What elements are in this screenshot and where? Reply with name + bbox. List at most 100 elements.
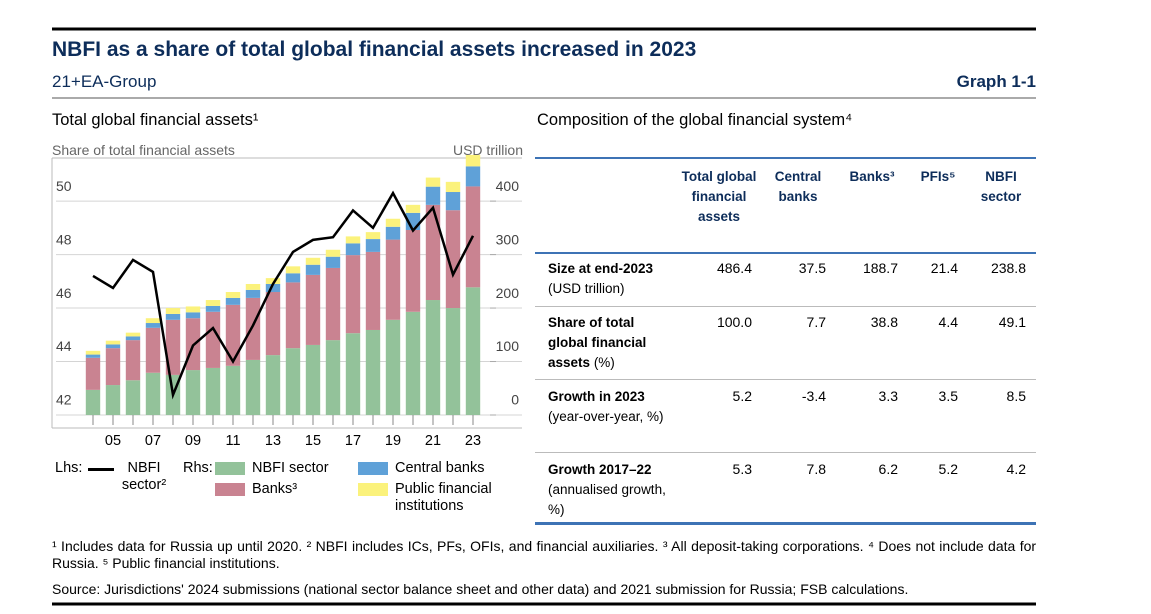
legend-label: NBFI sector [252,460,329,476]
row-label: Growth in 2023 (year-over-year, %) [548,387,668,427]
row-label-unit: (%) [593,355,615,370]
legend-swatch [358,462,388,475]
footnote: ² NBFI includes ICs, PFs, OFIs, and fina… [306,538,659,554]
y2-tick-label: 300 [496,231,520,247]
legend-swatch [215,483,245,496]
bar [365,232,381,240]
bar [265,283,281,293]
bar [225,365,241,415]
bar [105,344,121,349]
y2-tick-label: 400 [496,178,520,194]
row-label-unit: (annualised growth, %) [548,482,666,517]
table-rule [535,306,1036,307]
y2-tick-label: 200 [496,285,520,301]
bar [425,300,441,415]
column-header: Banks³ [849,169,895,184]
y2-axis-label: USD trillion [452,142,523,158]
legend-swatch [88,468,114,471]
bar [325,249,341,257]
bar [405,311,421,415]
cell-value: 188.7 [862,260,898,276]
x-tick-label: 19 [385,433,401,449]
cell-value: 100.0 [716,314,752,330]
bar [305,264,321,275]
bar [205,300,221,306]
cell-value: 4.4 [938,314,958,330]
y-tick-label: 48 [56,231,72,247]
bar [245,283,261,290]
bar [285,282,301,349]
bar [465,166,481,187]
bar [165,313,181,320]
legend-label: Rhs: [183,460,213,476]
bar [125,336,141,341]
row-label: Growth 2017–22 (annualised growth, %) [548,460,668,520]
subtitle: 21+EA-Group [52,72,157,91]
bar [325,340,341,415]
row-label-title: Share of total global financial assets [548,315,647,370]
cell-value: 21.4 [930,260,958,276]
bar [265,278,281,284]
bar [325,267,341,341]
table-rule [535,379,1036,380]
line [92,190,475,400]
bar [345,333,361,415]
bar [445,192,461,211]
row-label-unit: (year-over-year, %) [548,409,664,424]
chart-title: Total global financial assets¹ [52,111,259,129]
bar [365,329,381,415]
x-tick-label: 13 [265,433,281,449]
cell-value: -3.4 [801,388,826,404]
cell-value: 6.2 [878,461,898,477]
x-tick-label: 09 [185,433,201,449]
bar [225,292,241,298]
bar [465,287,481,415]
bar [125,332,141,337]
bar [165,308,181,314]
y2-tick-label: 100 [496,338,520,354]
legend-swatch [215,462,245,475]
bar [385,226,401,240]
bar [345,243,361,256]
bar [385,319,401,415]
bar [205,305,221,312]
bar [205,311,221,368]
bar [385,218,401,227]
x-tick-label: 05 [105,433,121,449]
page-title: NBFI as a share of total global financia… [52,38,697,61]
bar [405,229,421,312]
bar [305,344,321,415]
legend-label: Banks³ [252,481,298,497]
cell-value: 5.2 [938,461,958,477]
row-label-title: Growth in 2023 [548,389,645,404]
bar [105,385,121,415]
table-rule [535,157,1036,159]
x-tick-label: 23 [465,433,481,449]
source: Source: Jurisdictions' 2024 submissions … [52,581,909,597]
x-tick-label: 21 [425,433,441,449]
bar [365,239,381,252]
cell-value: 238.8 [990,260,1026,276]
row-label-unit: (USD trillion) [548,281,625,296]
cell-value: 4.2 [1006,461,1026,477]
graph-label: Graph 1-1 [956,72,1036,91]
cell-value: 3.5 [938,388,958,404]
cell-value: 49.1 [998,314,1026,330]
bar [245,359,261,415]
bar [185,312,201,319]
bar [285,266,301,274]
x-tick-label: 07 [145,433,161,449]
bar [345,255,361,334]
cell-value: 5.2 [732,388,752,404]
bar [325,256,341,268]
bar [265,355,281,415]
y2-tick-label: 0 [511,392,519,408]
legend-swatch [358,483,388,496]
bar [145,372,161,415]
legend-label: Public financial institutions [395,481,492,514]
table-rule [535,252,1036,254]
bar [305,257,321,265]
row-label: Share of total global financial assets (… [548,313,668,373]
